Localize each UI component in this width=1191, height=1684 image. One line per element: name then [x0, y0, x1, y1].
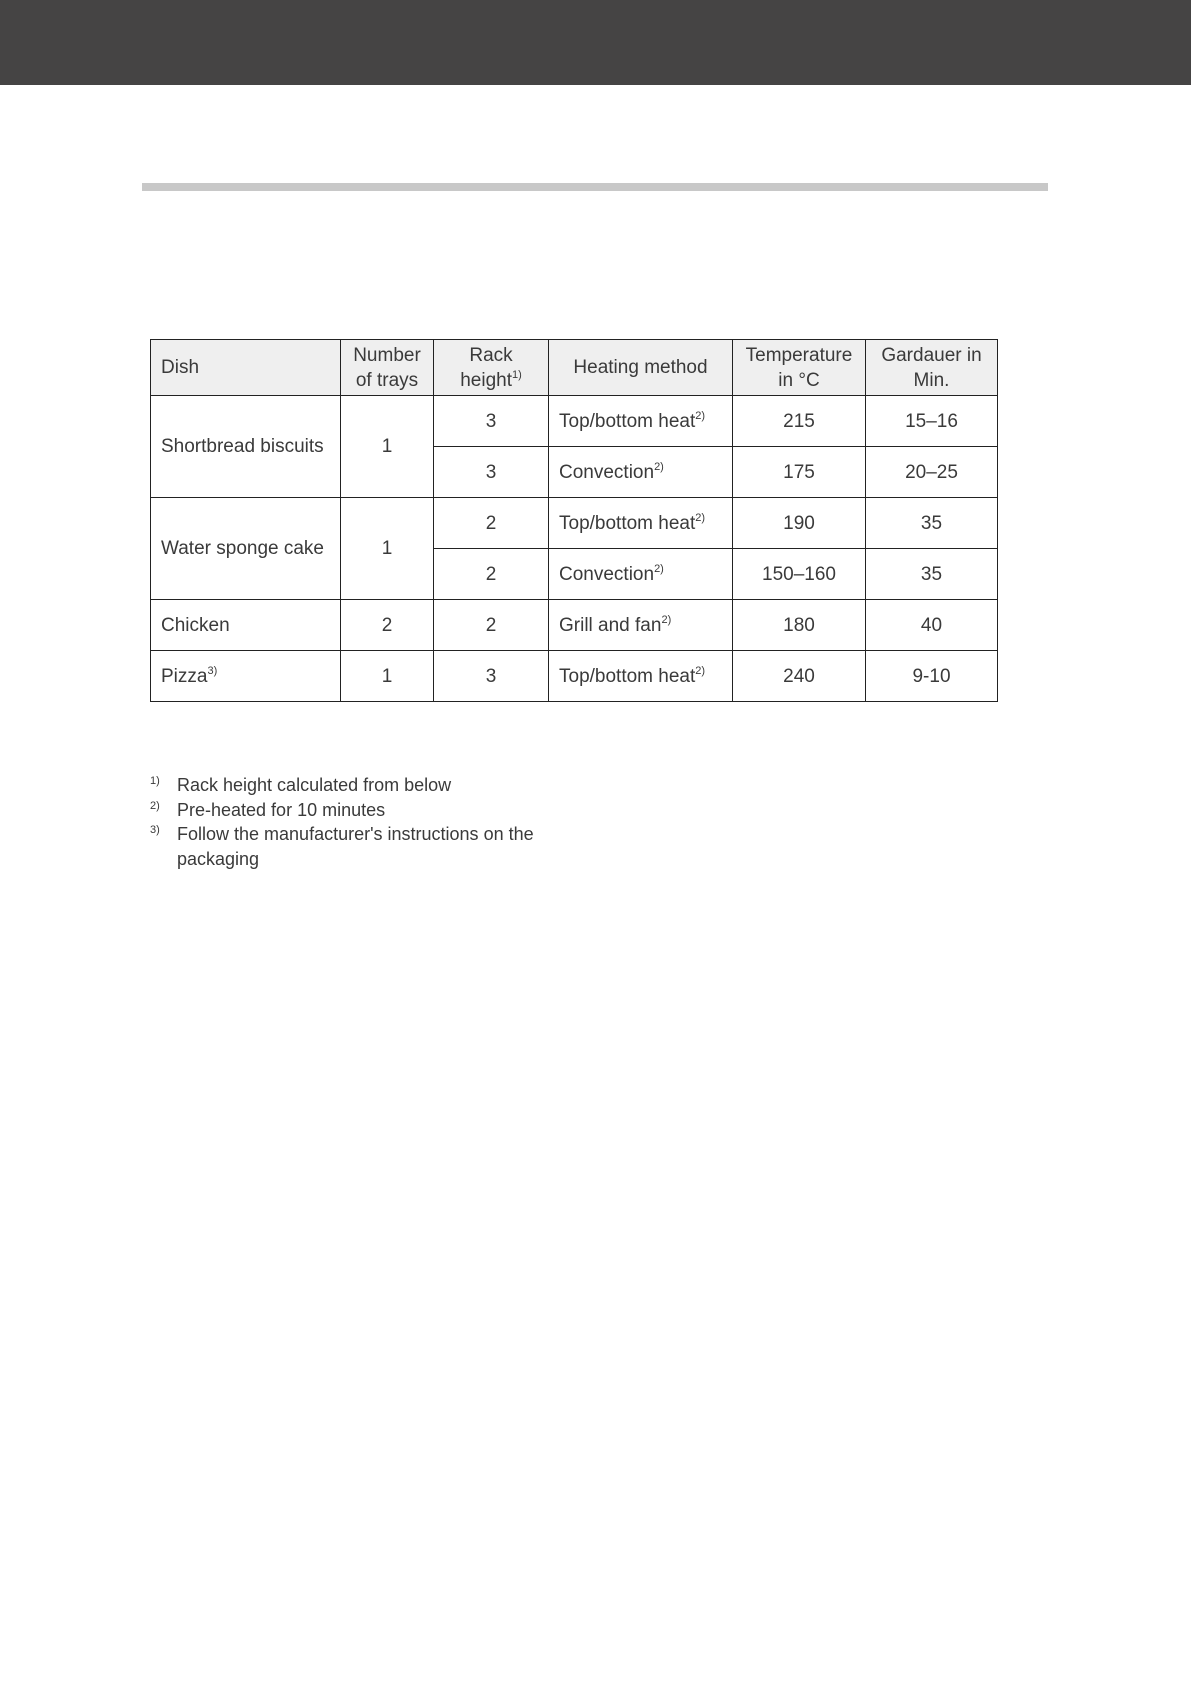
cell-temp: 215	[732, 395, 866, 447]
cell-trays: 1	[340, 650, 434, 702]
cell-rack: 3	[433, 395, 549, 447]
header-rack: Rack height1)	[433, 339, 549, 396]
table-row: 3 Convection2) 175 20–25	[151, 446, 998, 498]
header-bar	[0, 0, 1191, 85]
table-row: Pizza3) 1 3 Top/bottom heat2) 240 9-10	[150, 650, 998, 702]
cell-dish: Pizza3)	[150, 650, 341, 702]
cell-time: 35	[865, 548, 998, 600]
cell-time: 35	[865, 497, 998, 549]
footnotes: 1) Rack height calculated from below 2) Pr…	[150, 773, 557, 871]
cell-method: Convection2)	[548, 548, 733, 600]
cell-time: 20–25	[865, 446, 998, 498]
cell-time: 15–16	[865, 395, 998, 447]
header-dish: Dish	[150, 339, 341, 396]
cell-method: Top/bottom heat2)	[548, 650, 733, 702]
table-row: Shortbread biscuits 1 3 Top/bottom heat2) 21…	[150, 395, 998, 498]
baking-table: Dish Number of trays Rack height1) Heati…	[150, 339, 998, 702]
cell-trays: 1	[340, 497, 434, 600]
table-row: Water sponge cake 1 2 Top/bottom heat2) 190 3…	[150, 497, 998, 600]
cell-temp: 175	[732, 446, 866, 498]
cell-method: Top/bottom heat2)	[548, 395, 733, 447]
footnote: 1) Rack height calculated from below	[150, 775, 452, 795]
cell-dish: Shortbread biscuits	[150, 395, 341, 498]
table-header-row: Dish Number of trays Rack height1) Heati…	[150, 339, 998, 396]
cell-rack: 2	[433, 497, 549, 549]
footnote: 2) Pre-heated for 10 minutes	[150, 799, 386, 820]
table-row: 2 Convection2) 150–160 35	[151, 548, 998, 600]
cell-temp: 150–160	[732, 548, 866, 600]
cell-temp: 240	[732, 650, 866, 702]
cell-method: Top/bottom heat2)	[548, 497, 733, 549]
cell-trays: 2	[340, 599, 434, 651]
cell-rack: 2	[433, 599, 549, 651]
header-trays: Number of trays	[340, 339, 434, 396]
table-row: Chicken 2 2 Grill and fan2) 180 40	[150, 599, 998, 651]
footnote: 3) Follow the manufacturer's instructions…	[150, 824, 534, 869]
header-method: Heating method	[548, 339, 733, 396]
header-time: Gardauer in Min.	[865, 339, 998, 396]
cell-method: Convection2)	[548, 446, 733, 498]
section-divider	[142, 183, 1048, 191]
cell-temp: 190	[732, 497, 866, 549]
cell-time: 9-10	[865, 650, 998, 702]
cell-method: Grill and fan2)	[548, 599, 733, 651]
header-temp: Temperature in °C	[732, 339, 866, 396]
cell-dish: Chicken	[150, 599, 341, 651]
cell-dish: Water sponge cake	[150, 497, 341, 600]
cell-trays: 1	[340, 395, 434, 498]
cell-temp: 180	[732, 599, 866, 651]
cell-rack: 3	[433, 446, 549, 498]
cell-rack: 3	[433, 650, 549, 702]
cell-time: 40	[865, 599, 998, 651]
cell-rack: 2	[433, 548, 549, 600]
